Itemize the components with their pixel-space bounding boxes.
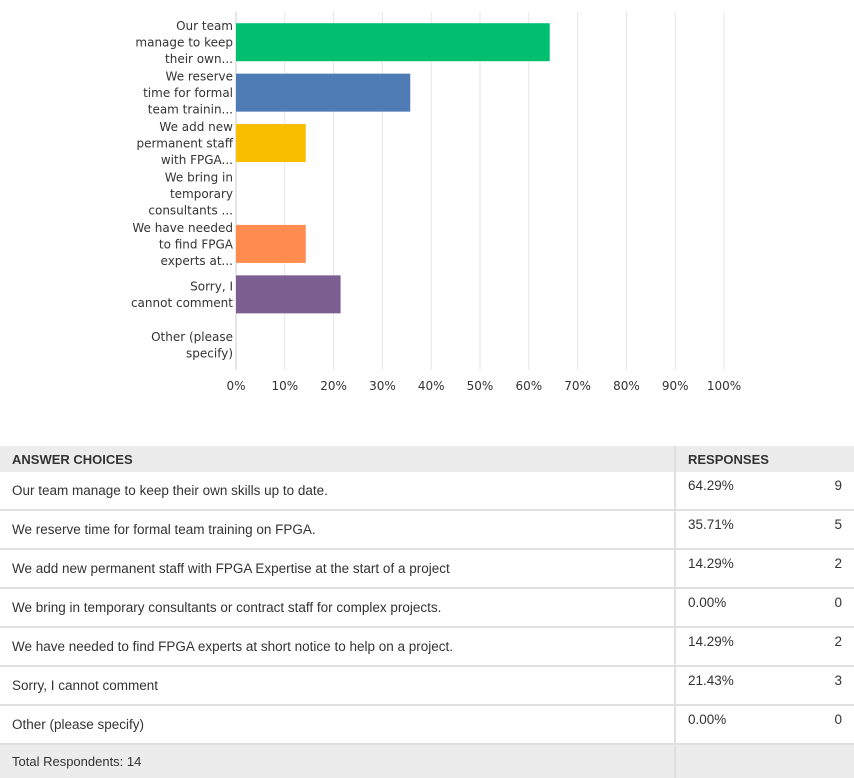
response-percent: 14.29%: [674, 627, 810, 667]
bar: [236, 73, 411, 112]
bar: [236, 224, 306, 263]
answer-choice: We reserve time for formal team training…: [0, 510, 675, 550]
category-label: We bring in temporary consultants ...: [148, 171, 233, 218]
x-tick-label: 0%: [226, 379, 245, 393]
x-tick-label: 30%: [369, 379, 396, 393]
answer-choice: Other (please specify): [0, 705, 675, 745]
bar: [236, 23, 550, 62]
header-responses: RESPONSES: [674, 446, 854, 472]
answer-choice: Our team manage to keep their own skills…: [0, 472, 675, 511]
answer-choice: We have needed to find FPGA experts at s…: [0, 627, 675, 667]
total-blank: [674, 744, 854, 778]
response-count: 2: [810, 549, 854, 589]
response-count: 0: [810, 705, 854, 745]
header-answer-choices: ANSWER CHOICES: [0, 446, 675, 472]
table-row: We add new permanent staff with FPGA Exp…: [0, 549, 854, 589]
response-count: 0: [810, 588, 854, 628]
table-row: Our team manage to keep their own skills…: [0, 472, 854, 511]
table-row: We bring in temporary consultants or con…: [0, 588, 854, 628]
x-tick-label: 40%: [418, 379, 445, 393]
response-percent: 0.00%: [674, 705, 810, 745]
category-label: We add new permanent staff with FPGA...: [137, 120, 234, 167]
response-count: 2: [810, 627, 854, 667]
bar-chart: 0% 10% 20% 30% 40% 50% 60% 70% 80% 90% 100% Our tea…: [131, 12, 741, 393]
x-tick-label: 80%: [613, 379, 640, 393]
x-tick-label: 10%: [271, 379, 298, 393]
answer-choice: We add new permanent staff with FPGA Exp…: [0, 549, 675, 589]
category-label: We reserve time for formal team trainin...: [143, 70, 233, 117]
x-tick-label: 60%: [515, 379, 542, 393]
category-label: We have needed to find FPGA experts at...: [132, 221, 233, 268]
response-count: 5: [810, 510, 854, 550]
response-count: 3: [810, 666, 854, 706]
x-tick-label: 70%: [564, 379, 591, 393]
x-tick-label: 90%: [662, 379, 689, 393]
response-percent: 0.00%: [674, 588, 810, 628]
response-count: 9: [810, 472, 854, 511]
table-row: We reserve time for formal team training…: [0, 510, 854, 550]
response-percent: 14.29%: [674, 549, 810, 589]
total-respondents: Total Respondents: 14: [0, 744, 675, 778]
bar: [236, 275, 341, 314]
bar: [236, 124, 306, 163]
answer-choice: We bring in temporary consultants or con…: [0, 588, 675, 628]
table-row: We have needed to find FPGA experts at s…: [0, 627, 854, 667]
x-tick-label: 20%: [320, 379, 347, 393]
response-percent: 21.43%: [674, 666, 810, 706]
table-row: Sorry, I cannot comment 21.43% 3: [0, 666, 854, 706]
response-percent: 35.71%: [674, 510, 810, 550]
x-tick-label: 50%: [467, 379, 494, 393]
answer-choice: Sorry, I cannot comment: [0, 666, 675, 706]
x-tick-label: 100%: [707, 379, 741, 393]
table-row: Other (please specify) 0.00% 0: [0, 705, 854, 745]
response-percent: 64.29%: [674, 472, 810, 511]
category-label: Other (please specify): [151, 330, 233, 361]
responses-table: ANSWER CHOICES RESPONSES Our team manage…: [0, 446, 854, 778]
category-label: Our team manage to keep their own...: [135, 19, 233, 66]
